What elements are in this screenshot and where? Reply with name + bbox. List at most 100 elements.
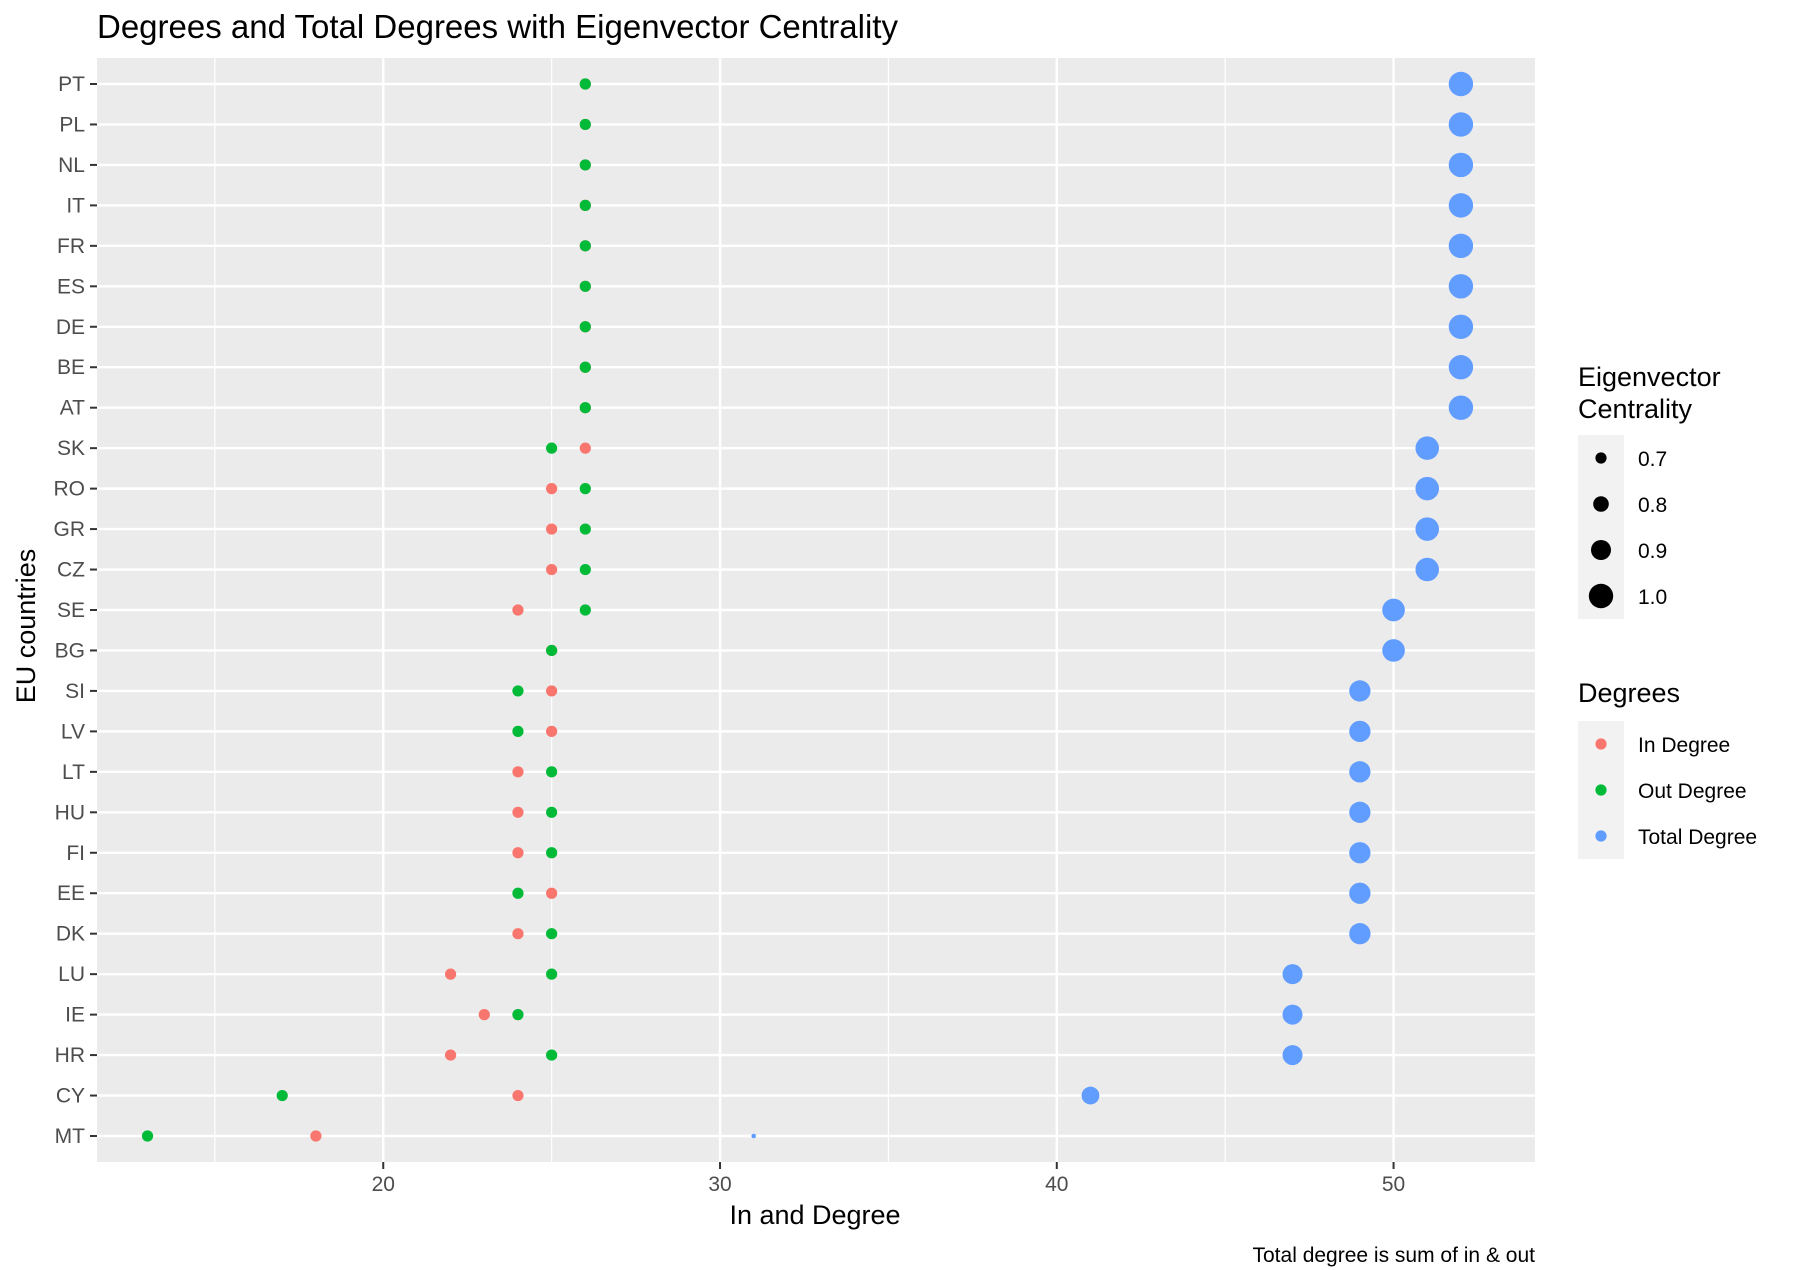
point-out-degree: SI — Out Degree: 24 [512, 685, 524, 697]
x-tick-label: 40 [1045, 1173, 1068, 1196]
size-legend-title: Eigenvector [1578, 362, 1721, 392]
point-out-degree: LU — Out Degree: 25 [546, 968, 558, 980]
y-tick-label: CY [56, 1085, 85, 1108]
y-tick-label: PT [58, 73, 85, 96]
size-legend-dot [1591, 540, 1611, 560]
point-in-degree: GR — In Degree: 25 [546, 523, 558, 535]
point-total-degree: CY — Total Degree: 41 [1081, 1086, 1100, 1105]
point-total-degree: SE — Total Degree: 50 [1382, 598, 1405, 622]
point-out-degree: CZ — Out Degree: 26 [579, 563, 591, 576]
point-out-degree: HU — Out Degree: 25 [546, 806, 558, 818]
chart-title: Degrees and Total Degrees with Eigenvect… [97, 8, 898, 45]
point-out-degree: NL — Out Degree: 26 [579, 159, 591, 171]
y-tick-label: FR [57, 235, 85, 258]
point-out-degree: EE — Out Degree: 24 [512, 887, 524, 899]
y-axis-title: EU countries [11, 549, 41, 704]
point-total-degree: AT — Total Degree: 52 [1448, 395, 1474, 420]
y-tick-label: FI [66, 842, 85, 865]
y-tick-label: LV [61, 720, 85, 743]
color-legend-dot [1595, 830, 1607, 842]
point-total-degree: HR — Total Degree: 47 [1282, 1045, 1303, 1066]
y-tick-label: SK [57, 437, 85, 460]
y-tick-label: SI [65, 680, 85, 703]
y-tick-label: SE [57, 599, 85, 622]
point-in-degree: SE — In Degree: 24 [512, 604, 524, 616]
point-total-degree: IE — Total Degree: 47 [1282, 1004, 1303, 1025]
x-tick-label: 30 [708, 1173, 731, 1196]
point-total-degree: SI — Total Degree: 49 [1349, 680, 1371, 702]
point-total-degree: PT — Total Degree: 52 [1448, 71, 1474, 97]
y-tick-label: IT [66, 194, 85, 217]
point-in-degree: IE — In Degree: 23 [478, 1009, 490, 1021]
y-tick-label: LU [58, 963, 85, 986]
point-total-degree: LT — Total Degree: 49 [1349, 761, 1371, 783]
color-legend-label: In Degree [1638, 734, 1730, 757]
point-total-degree: LU — Total Degree: 47 [1282, 964, 1303, 985]
point-total-degree: BG — Total Degree: 50 [1382, 639, 1405, 662]
y-tick-label: CZ [57, 559, 85, 582]
y-tick-label: ES [57, 275, 85, 298]
y-tick-label: EE [57, 882, 85, 905]
point-in-degree: SI — In Degree: 25 [546, 685, 558, 697]
point-in-degree: EE — In Degree: 25 [546, 887, 558, 899]
size-legend-title: Centrality [1578, 394, 1693, 424]
point-out-degree: FR — Out Degree: 26 [579, 240, 591, 252]
grid-group [97, 58, 1535, 1162]
y-tick-label: AT [60, 397, 85, 420]
x-axis-title: In and Degree [729, 1200, 900, 1230]
point-in-degree: LU — In Degree: 22 [445, 968, 457, 980]
y-tick-label: IE [65, 1004, 85, 1027]
point-total-degree: MT — Total Degree: 31 [751, 1133, 756, 1139]
color-legend-label: Out Degree [1638, 780, 1747, 803]
point-out-degree: BG — Out Degree: 25 [546, 644, 558, 657]
size-legend-dot [1595, 452, 1607, 464]
point-in-degree: HR — In Degree: 22 [445, 1049, 457, 1061]
point-in-degree: LV — In Degree: 25 [546, 725, 558, 737]
point-in-degree: FI — In Degree: 24 [512, 847, 524, 859]
size-legend-label: 0.9 [1638, 540, 1667, 563]
y-tick-label: GR [54, 518, 86, 541]
point-out-degree: CY — Out Degree: 17 [276, 1089, 288, 1102]
point-total-degree: RO — Total Degree: 51 [1415, 476, 1439, 501]
point-out-degree: LV — Out Degree: 24 [512, 725, 524, 737]
point-out-degree: BE — Out Degree: 26 [579, 361, 591, 373]
point-out-degree: PL — Out Degree: 26 [579, 118, 591, 131]
x-tick-label: 20 [372, 1173, 395, 1196]
point-total-degree: SK — Total Degree: 51 [1415, 436, 1439, 460]
axis-group: 20 30 40 50 MT CY HR IE LU DK EE FI HU LT LV SI BG SE CZ GR… [54, 73, 1406, 1196]
point-out-degree: SK — Out Degree: 25 [546, 442, 558, 454]
size-legend-dot [1593, 496, 1609, 512]
point-out-degree: DE — Out Degree: 26 [579, 321, 591, 333]
y-tick-label: RO [54, 478, 86, 501]
y-tick-label: HR [55, 1044, 85, 1067]
point-total-degree: BE — Total Degree: 52 [1448, 355, 1474, 380]
point-total-degree: FI — Total Degree: 49 [1349, 842, 1371, 864]
point-in-degree: MT — In Degree: 18 [310, 1130, 322, 1142]
point-total-degree: HU — Total Degree: 49 [1349, 801, 1371, 823]
point-total-degree: PL — Total Degree: 52 [1448, 112, 1474, 137]
point-out-degree: IE — Out Degree: 24 [512, 1009, 524, 1021]
y-tick-label: BE [57, 356, 85, 379]
point-total-degree: EE — Total Degree: 49 [1349, 882, 1371, 904]
point-in-degree: HU — In Degree: 24 [512, 806, 524, 818]
points-group: MT — In Degree: 18 CY — In Degree: 24 HR —… [141, 71, 1474, 1142]
point-in-degree: RO — In Degree: 25 [546, 483, 558, 495]
size-legend-dot [1588, 583, 1614, 609]
point-total-degree: CZ — Total Degree: 51 [1415, 557, 1439, 582]
point-out-degree: RO — Out Degree: 26 [579, 483, 591, 495]
point-out-degree: MT — Out Degree: 13 [141, 1130, 154, 1142]
y-tick-label: PL [59, 113, 85, 136]
size-legend-label: 0.7 [1638, 448, 1667, 471]
y-tick-label: MT [55, 1125, 85, 1148]
color-legend-label: Total Degree [1638, 826, 1757, 849]
point-out-degree: LT — Out Degree: 25 [546, 766, 558, 778]
point-total-degree: ES — Total Degree: 52 [1448, 274, 1474, 299]
y-tick-label: DE [56, 316, 85, 339]
y-tick-label: BG [55, 639, 85, 662]
point-in-degree: CY — In Degree: 24 [512, 1089, 524, 1102]
point-in-degree: LT — In Degree: 24 [512, 766, 524, 778]
point-total-degree: LV — Total Degree: 49 [1349, 720, 1371, 743]
point-out-degree: DK — Out Degree: 25 [546, 928, 558, 940]
